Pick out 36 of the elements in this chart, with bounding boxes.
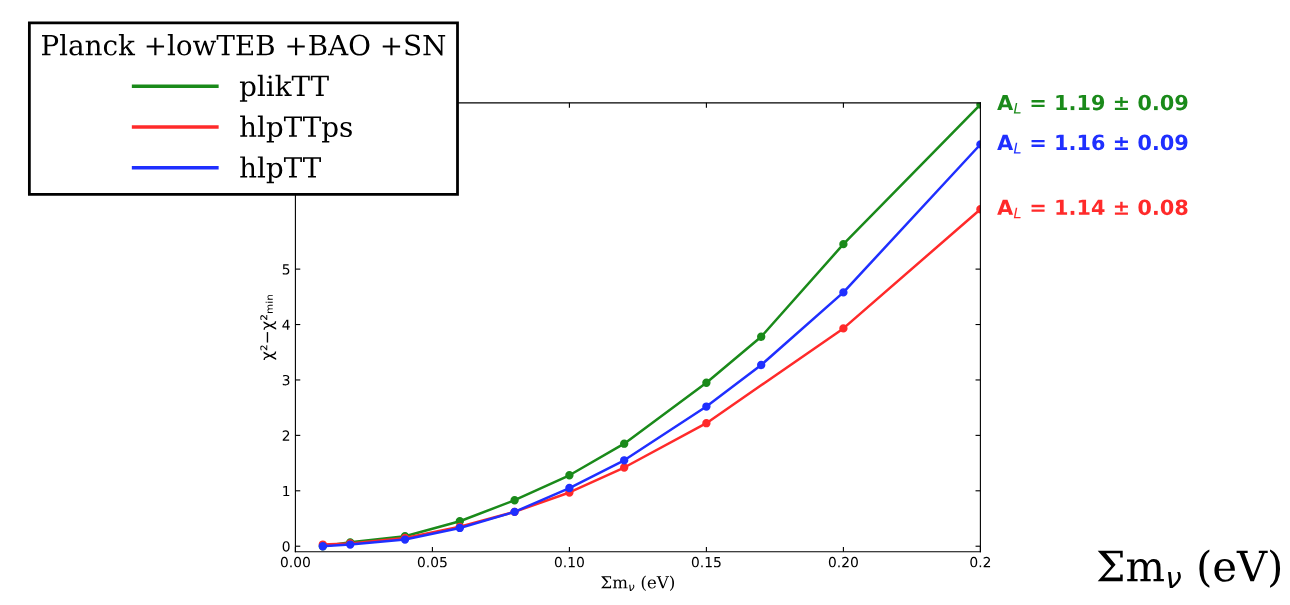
x-tick-label: 0.15: [691, 556, 721, 568]
legend-label: plikTT: [239, 74, 329, 102]
point: [757, 360, 766, 370]
legend-label: hlpTT: [240, 156, 321, 184]
point: [757, 332, 766, 341]
x-axis-title: Σm$_{ν}$ (eV): [601, 575, 675, 592]
point: [702, 378, 711, 387]
point: [510, 496, 519, 505]
point: [620, 463, 629, 472]
x-tick-label: 0.05: [417, 556, 447, 568]
point: [839, 240, 848, 249]
x-tick-label: 0.00: [280, 556, 310, 568]
point: [839, 324, 848, 333]
text: Σm$_{ν}$ (eV): [1097, 549, 1281, 589]
legend-label: hlpTTps: [240, 115, 352, 143]
point: [839, 288, 848, 297]
x-tick-label: 0.20: [828, 556, 858, 568]
text: A$_{L}$ = 1.19 ± 0.09: [997, 94, 1188, 114]
point: [565, 483, 574, 493]
y-tick-label: 1: [283, 485, 290, 497]
text: A$_{L}$ = 1.16 ± 0.09: [997, 134, 1188, 154]
point: [702, 419, 711, 428]
x-tick-label: 0.2: [970, 556, 991, 568]
y-axis-title: χ²−χ²ₘᵢₙ: [260, 294, 277, 361]
legend-title: Planck +lowTEB +BAO +SN: [42, 34, 446, 56]
y-tick-label: 3: [282, 374, 290, 386]
point: [702, 402, 711, 411]
y-tick-label: 0: [282, 541, 290, 552]
point: [620, 439, 629, 448]
text: A$_{L}$ = 1.14 ± 0.08: [997, 199, 1188, 219]
point: [565, 471, 574, 480]
y-tick-label: 5: [282, 264, 290, 275]
y-tick-label: 2: [282, 430, 290, 441]
y-tick-label: 4: [282, 319, 290, 330]
x-tick-label: 0.10: [554, 556, 584, 568]
point: [620, 456, 629, 465]
